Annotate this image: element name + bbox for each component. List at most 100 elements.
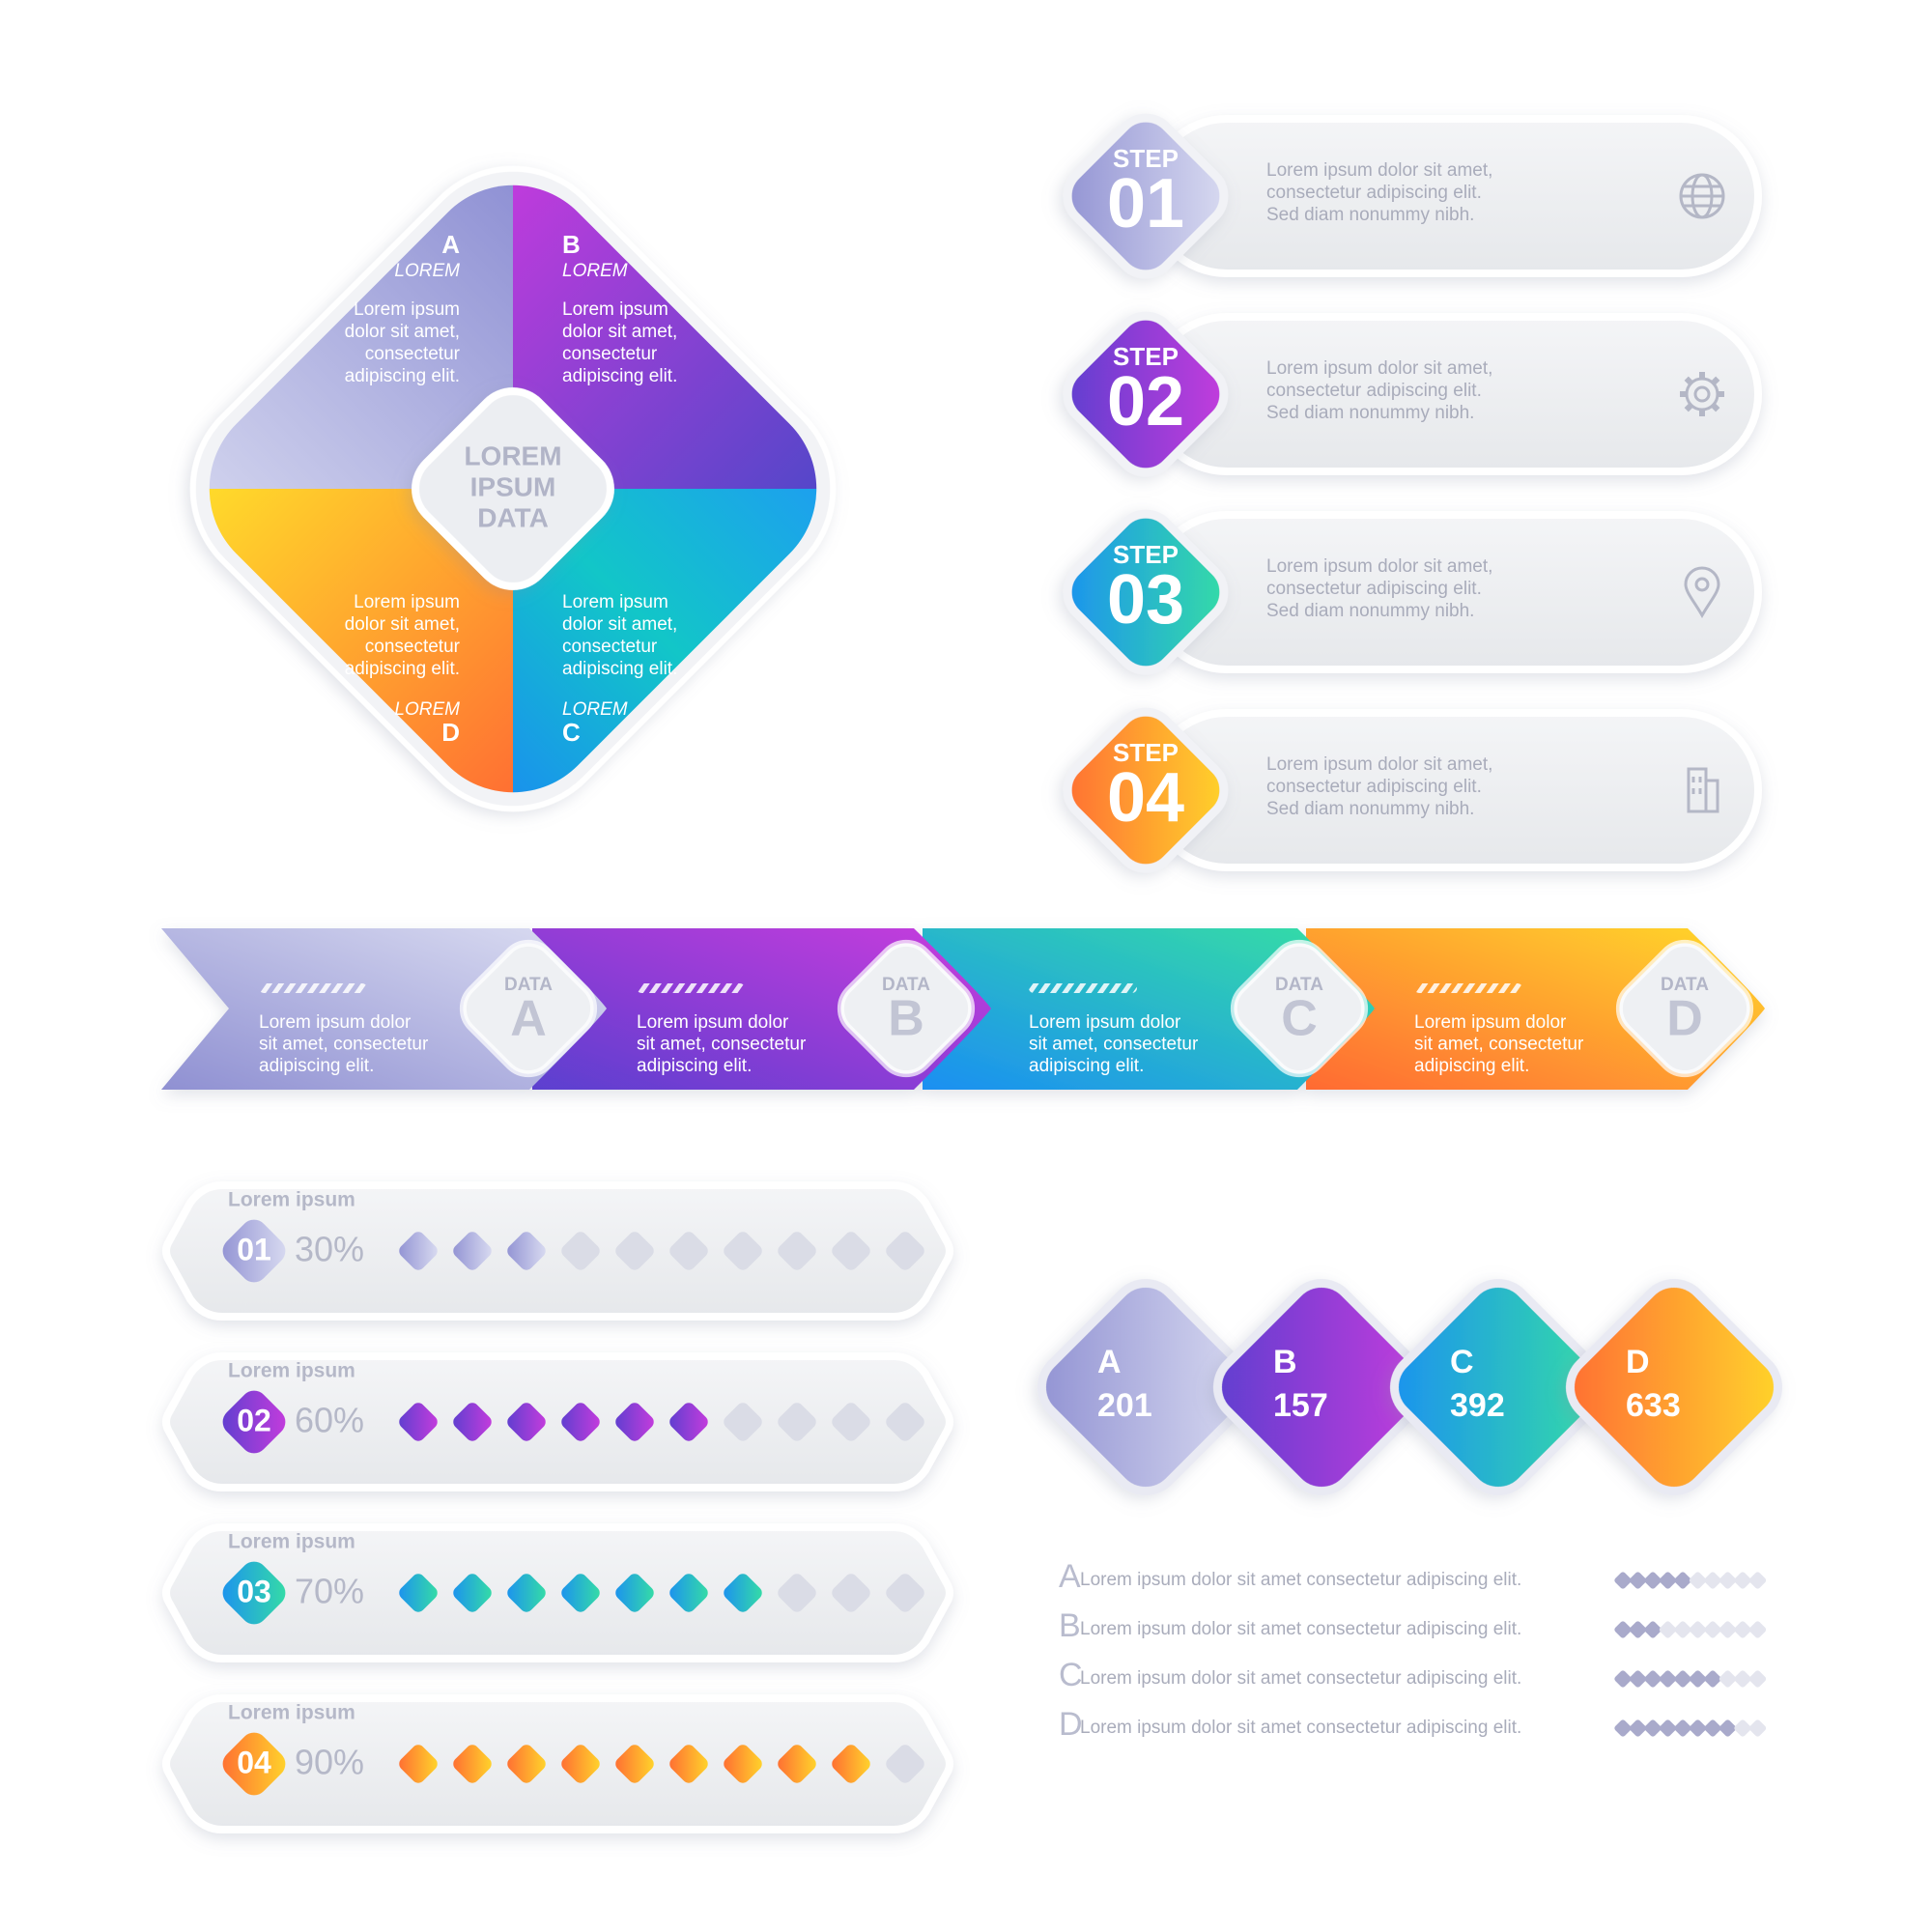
progress-label: Lorem ipsum [228,1531,355,1553]
legend-diamond [1674,1572,1691,1589]
progress-percent: 60% [295,1401,364,1440]
step-number: 01 [1107,165,1184,242]
step-label: STEP [1113,738,1179,767]
legend-letter: C [1059,1657,1083,1693]
legend-diamond [1734,1719,1751,1737]
progress-diamond-empty [615,1232,654,1270]
legend-diamond [1689,1572,1707,1589]
progress-diamond-filled [832,1745,870,1783]
total-card: B 157 [1212,1278,1431,1496]
legend-diamond [1644,1572,1662,1589]
legend-diamonds [1614,1670,1767,1688]
progress-diamond-filled [561,1745,600,1783]
progress-diamond-filled [453,1403,492,1441]
banner-text: sit amet, consectetur [1029,1035,1199,1055]
data-banner: Lorem ipsum dolor sit amet, consectetur ad… [161,928,1765,1090]
legend-text: Lorem ipsum dolor sit amet consectetur a… [1080,1619,1521,1639]
banner-letter: C [1281,991,1318,1047]
step-badge [1063,509,1229,675]
progress-label: Lorem ipsum [228,1189,355,1211]
progress-diamond-filled [507,1574,546,1612]
legend-diamond [1614,1719,1632,1737]
quadrant-text: dolor sit amet, [562,322,677,342]
step-label: STEP [1113,540,1179,569]
legend-diamond [1719,1670,1737,1688]
banner-text: adipiscing elit. [259,1056,374,1076]
legend-letter: D [1059,1706,1083,1743]
progress-number: 03 [237,1574,271,1608]
progress-diamond-empty [832,1574,870,1612]
progress-diamond-filled [561,1403,600,1441]
progress-diamond-filled [399,1745,438,1783]
banner-tag: DATA [504,975,553,995]
banner-stripe [259,983,367,993]
banner-letter: A [510,991,547,1047]
legend-diamond [1704,1621,1721,1638]
quadrant-caption: LOREM [394,699,460,720]
progress-diamond-filled [778,1745,816,1783]
total-letter: D [1626,1344,1650,1380]
quadrant-letter: B [562,230,581,259]
progress-row: Lorem ipsum 02 60% [162,1352,953,1492]
banner-text: Lorem ipsum dolor [259,1012,412,1033]
progress-diamond-filled [669,1574,708,1612]
legend-diamond [1644,1621,1662,1638]
legend-diamonds [1614,1719,1767,1737]
banner-stripe [1414,983,1522,993]
quadrant-text: consectetur [562,344,658,364]
gear-icon [1693,385,1711,403]
legend-diamond [1734,1670,1751,1688]
banner-badge [459,939,598,1078]
quadrant-text: adipiscing elit. [345,659,460,679]
quadrant-text: consectetur [365,637,461,657]
progress-diamond-filled [669,1403,708,1441]
legend-letter: B [1059,1607,1081,1644]
step-number: 02 [1107,363,1184,440]
legend-diamond [1704,1670,1721,1688]
banner-text: adipiscing elit. [1414,1056,1529,1076]
progress-diamond-empty [886,1574,924,1612]
legend-diamond [1748,1670,1767,1688]
legend-diamond [1629,1621,1647,1638]
legend-diamond [1748,1621,1767,1638]
legend-diamond [1689,1670,1707,1688]
step-text: Sed diam nonummy nibh. [1266,799,1474,819]
progress-diamond-empty [724,1232,762,1270]
banner-text: adipiscing elit. [637,1056,752,1076]
step-text: Lorem ipsum dolor sit amet, [1266,358,1492,379]
banner-text: Lorem ipsum dolor [637,1012,789,1033]
legend-diamond [1614,1621,1632,1638]
quadrant-text: consectetur [562,637,658,657]
total-value: 633 [1626,1387,1681,1424]
step-label: STEP [1113,342,1179,371]
progress-diamond-filled [453,1745,492,1783]
progress-diamond-empty [669,1232,708,1270]
total-card: A 201 [1037,1278,1255,1496]
banner-letter: D [1666,991,1703,1047]
step-text: Sed diam nonummy nibh. [1266,205,1474,225]
step-badge [1063,113,1229,279]
progress-label: Lorem ipsum [228,1360,355,1382]
legend-letter: A [1059,1558,1081,1595]
legend-diamond [1659,1719,1677,1737]
legend-text: Lorem ipsum dolor sit amet consectetur a… [1080,1718,1521,1738]
progress-diamond-filled [561,1574,600,1612]
progress-number: 01 [237,1232,271,1266]
step-label: STEP [1113,144,1179,173]
legend-diamond [1674,1670,1691,1688]
progress-diamond-filled [399,1232,438,1270]
progress-diamond-filled [669,1745,708,1783]
progress-row: Lorem ipsum 04 90% [162,1694,953,1833]
quadrant-text: Lorem ipsum [354,592,460,612]
progress-percent: 90% [295,1743,364,1782]
step-text: Lorem ipsum dolor sit amet, [1266,160,1492,181]
progress-diamond-empty [778,1403,816,1441]
legend-diamond [1674,1621,1691,1638]
progress-diamonds [399,1574,924,1612]
quadrant-text: dolor sit amet, [562,614,677,635]
legend-diamond [1704,1719,1721,1737]
